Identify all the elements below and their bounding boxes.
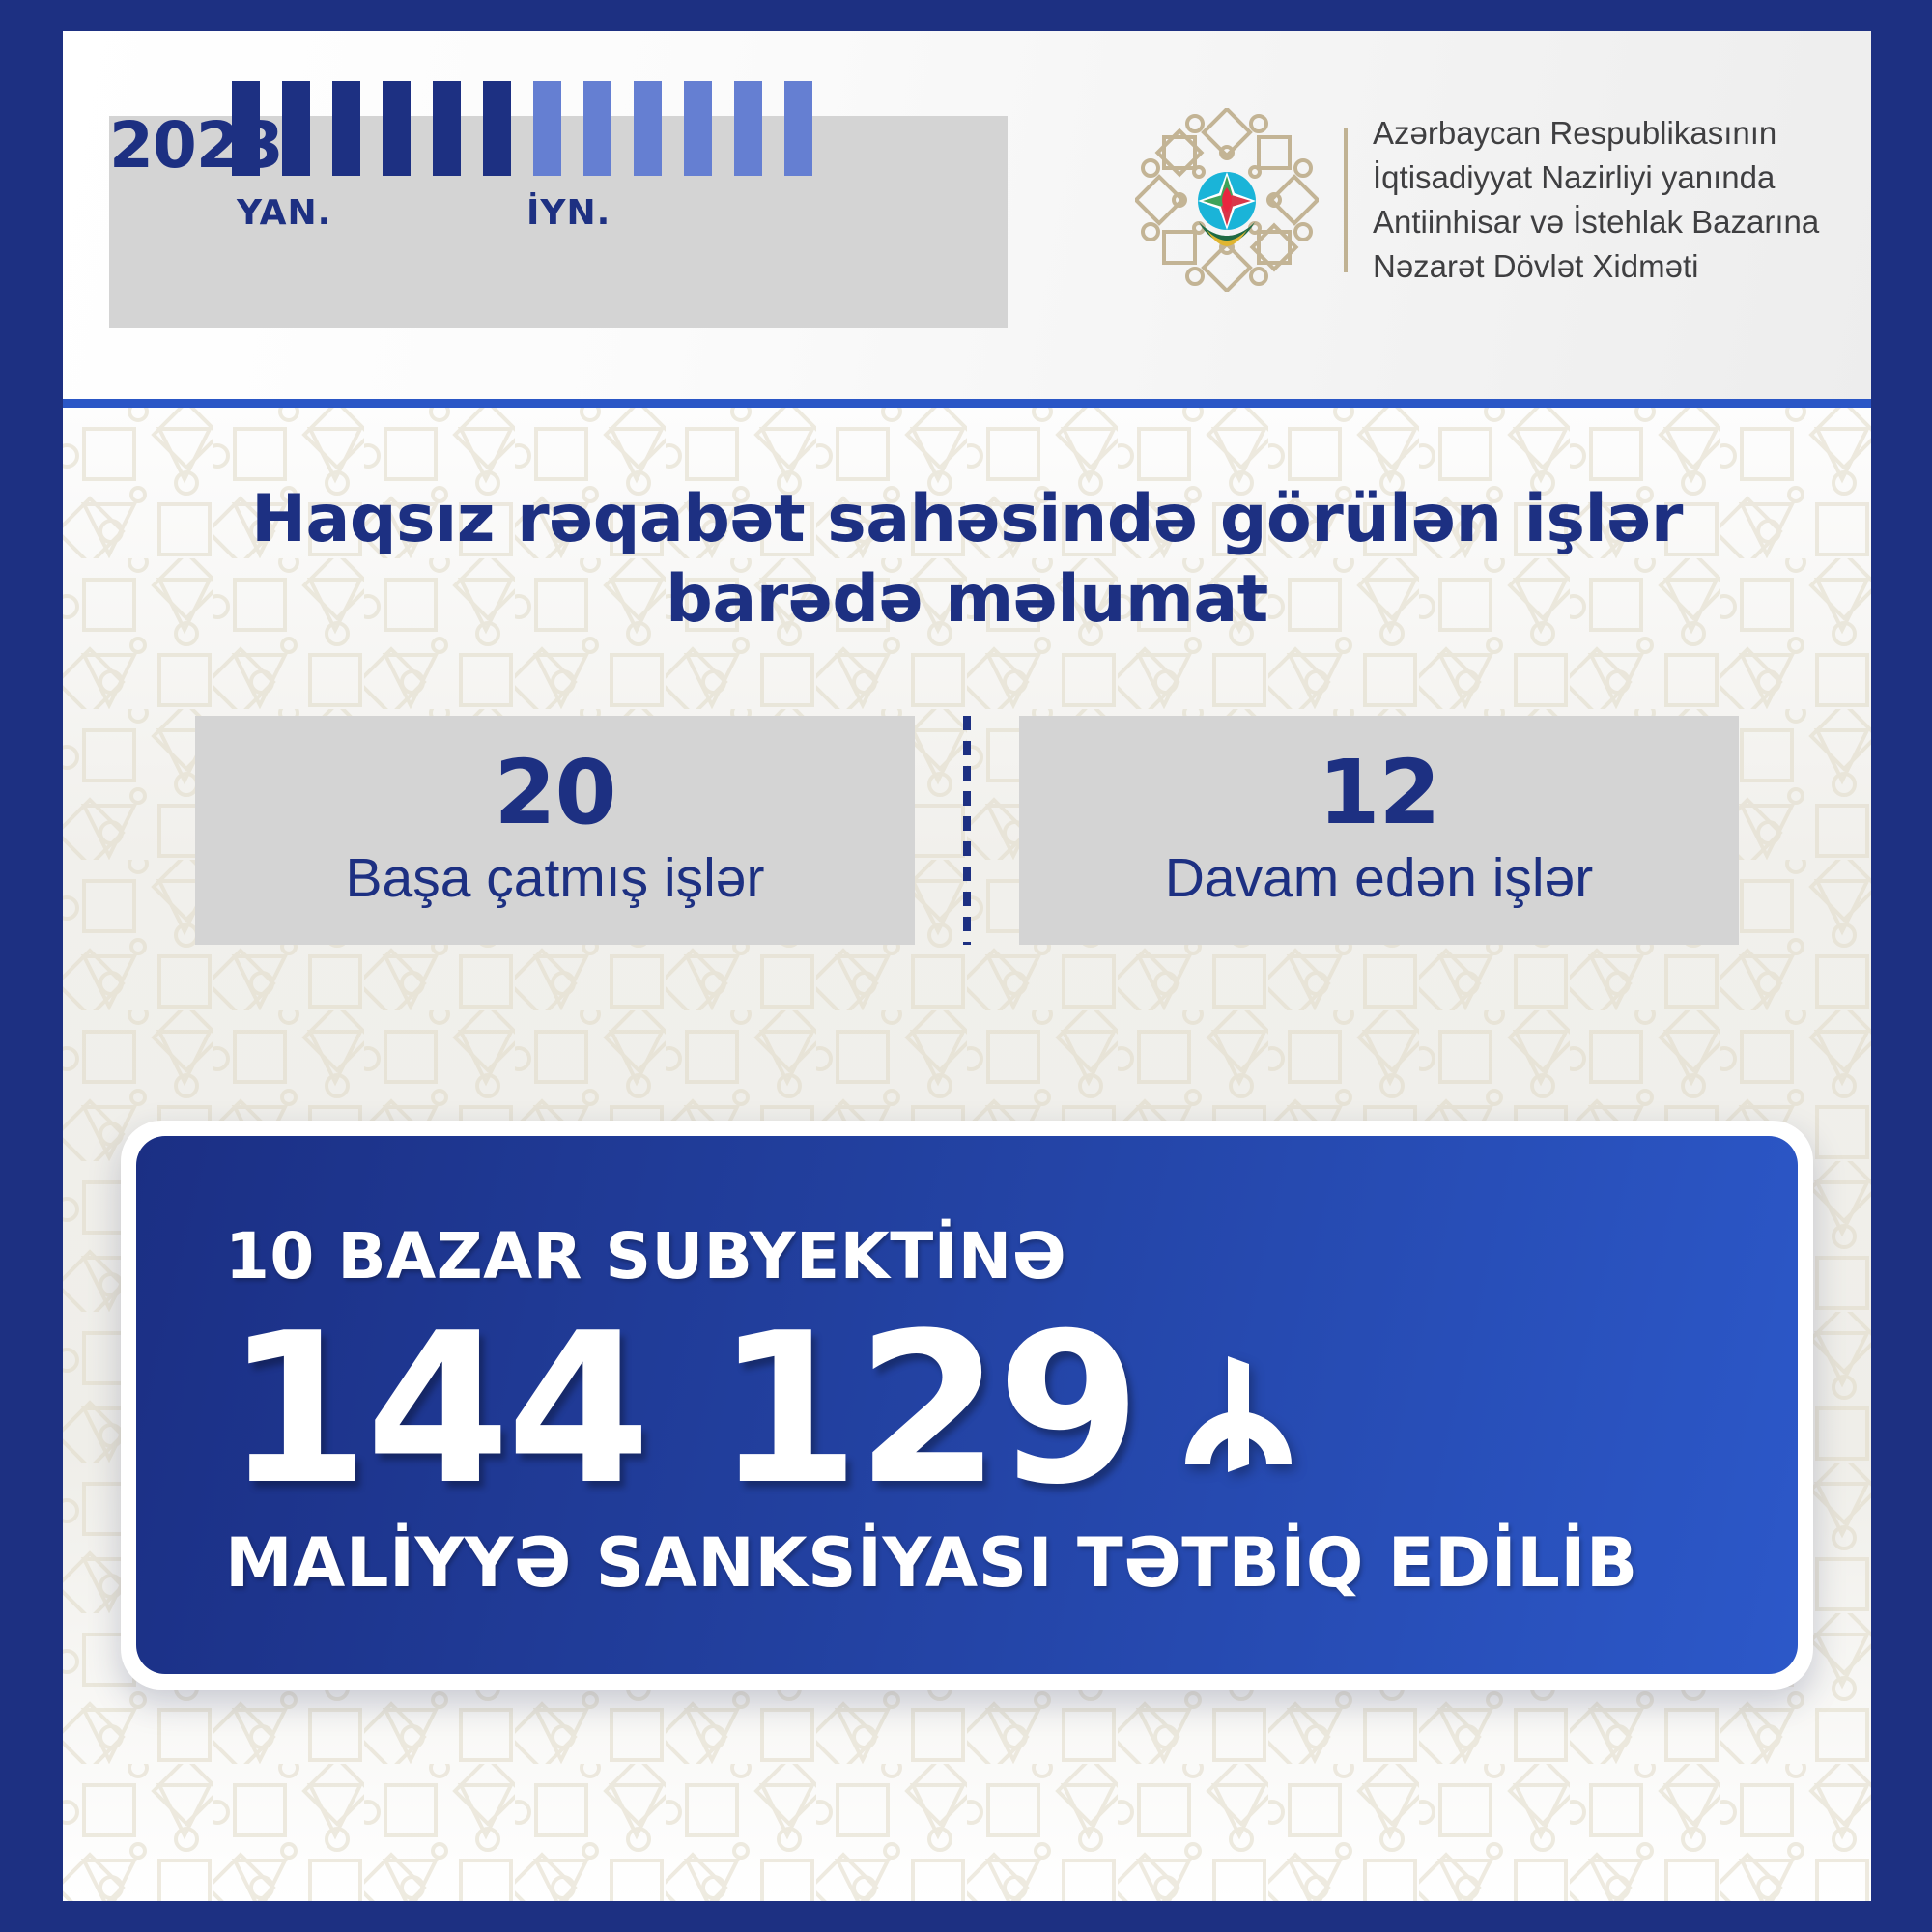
month-bar-apr bbox=[383, 81, 411, 176]
month-bar-jan bbox=[232, 81, 260, 176]
panel-amount-row: 144 129 bbox=[225, 1299, 1709, 1520]
header-band: 2023 YAN. İYN. bbox=[63, 31, 1871, 408]
stat-value-ongoing: 12 bbox=[1318, 741, 1440, 845]
month-bar-oct bbox=[684, 81, 712, 176]
page-title: Haqsız rəqabət sahəsində görülən işlər b… bbox=[251, 481, 1683, 638]
month-bar-nov bbox=[734, 81, 762, 176]
stats-dashed-divider bbox=[963, 715, 971, 945]
organization-name: Azərbaycan Respublikasının İqtisadiyyat … bbox=[1373, 112, 1819, 288]
stat-label-completed: Başa çatmış işlər bbox=[345, 847, 765, 910]
logo-divider bbox=[1344, 128, 1348, 272]
organization-line-1: Azərbaycan Respublikasının bbox=[1373, 115, 1777, 152]
stat-card-completed: 20 Başa çatmış işlər bbox=[195, 715, 915, 945]
panel-amount: 144 129 bbox=[225, 1287, 1141, 1530]
panel-footer-text: MALİYYƏ SANKSİYASI TƏTBİQ EDİLİB bbox=[225, 1522, 1638, 1603]
stat-label-ongoing: Davam edən işlər bbox=[1164, 847, 1594, 910]
month-label-start: YAN. bbox=[237, 193, 332, 233]
highlight-panel-frame: 10 BAZAR SUBYEKTİNƏ 144 129 MALİYYƏ SANK… bbox=[121, 1120, 1813, 1690]
header-accent-rule bbox=[63, 399, 1871, 408]
month-bar-jul bbox=[533, 81, 561, 176]
month-bar-aug bbox=[583, 81, 611, 176]
stat-value-completed: 20 bbox=[494, 741, 616, 845]
manat-currency-icon bbox=[1166, 1337, 1311, 1487]
month-bar-sep bbox=[634, 81, 662, 176]
month-label-mid: İYN. bbox=[526, 193, 611, 233]
stat-card-ongoing: 12 Davam edən işlər bbox=[1019, 715, 1739, 945]
organization-line-3: Antiinhisar və İstehlak Bazarına bbox=[1373, 204, 1820, 240]
month-bar-dec bbox=[784, 81, 812, 176]
month-bar-may bbox=[433, 81, 461, 176]
panel-kicker: 10 BAZAR SUBYEKTİNƏ bbox=[225, 1218, 1067, 1293]
poster-inner-canvas: 2023 YAN. İYN. bbox=[63, 31, 1871, 1901]
statistics-row: 20 Başa çatmış işlər 12 Davam edən işlər bbox=[63, 715, 1871, 945]
organization-line-2: İqtisadiyyat Nazirliyi yanında bbox=[1373, 159, 1776, 196]
month-bar-mar bbox=[332, 81, 360, 176]
main-content: Haqsız rəqabət sahəsində görülən işlər b… bbox=[63, 408, 1871, 1901]
month-bar-jun bbox=[483, 81, 511, 176]
highlight-panel: 10 BAZAR SUBYEKTİNƏ 144 129 MALİYYƏ SANK… bbox=[136, 1135, 1798, 1674]
azerbaijan-emblem-icon bbox=[1133, 106, 1321, 294]
organization-logo-block: Azərbaycan Respublikasının İqtisadiyyat … bbox=[1133, 106, 1819, 294]
month-bar-feb bbox=[282, 81, 310, 176]
organization-line-4: Nəzarət Dövlət Xidməti bbox=[1373, 247, 1699, 284]
month-bar-chart bbox=[232, 81, 812, 176]
